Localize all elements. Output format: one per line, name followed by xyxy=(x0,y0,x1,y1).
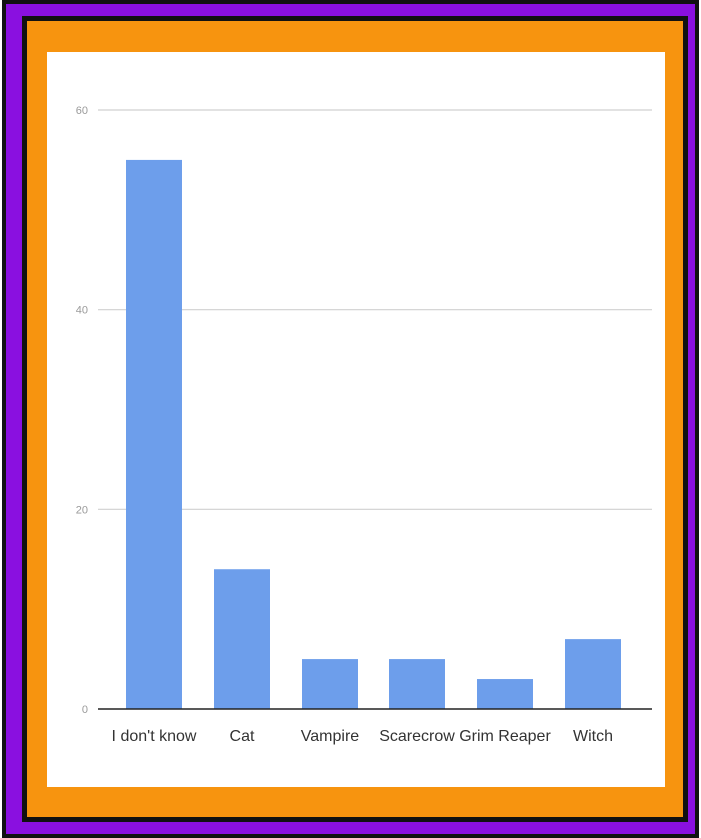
y-tick-label: 40 xyxy=(76,305,88,317)
x-tick-label: Cat xyxy=(230,728,255,745)
x-tick-label: Witch xyxy=(573,728,613,745)
y-tick-label: 60 xyxy=(76,105,88,117)
bar xyxy=(565,639,621,709)
bars xyxy=(126,160,621,709)
bar xyxy=(214,569,270,709)
x-tick-label: I don't know xyxy=(112,728,197,745)
y-tick-label: 0 xyxy=(82,704,88,716)
x-tick-label: Scarecrow xyxy=(379,728,455,745)
bar xyxy=(389,659,445,709)
x-tick-label: Vampire xyxy=(301,728,359,745)
bar xyxy=(126,160,182,709)
bar xyxy=(477,679,533,709)
bar xyxy=(302,659,358,709)
y-tick-label: 20 xyxy=(76,504,88,516)
x-tick-label: Grim Reaper xyxy=(459,728,551,745)
